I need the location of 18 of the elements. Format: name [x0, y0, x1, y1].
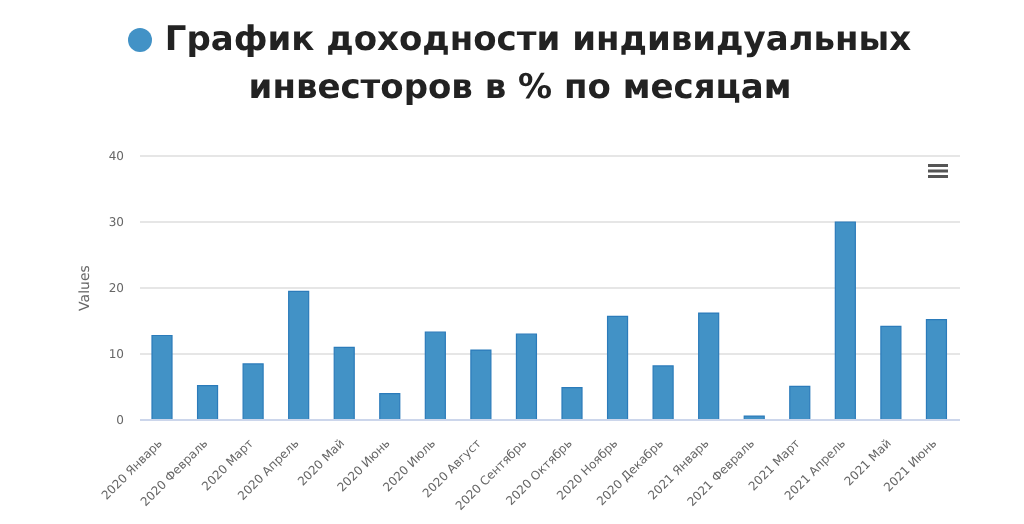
bar	[151, 334, 173, 420]
bar	[698, 312, 720, 420]
chart-title: График доходности индивидуальных инвесторов в % по месяцам	[164, 20, 912, 108]
bar	[834, 221, 856, 420]
bar	[242, 363, 264, 420]
bar	[652, 365, 674, 420]
bar	[379, 393, 401, 420]
bar	[789, 385, 811, 420]
bar	[561, 387, 583, 420]
bar	[196, 385, 219, 420]
bar	[288, 290, 310, 420]
bar	[333, 346, 355, 420]
bar	[424, 331, 446, 420]
bar	[470, 349, 492, 420]
bar	[880, 325, 902, 420]
bar	[606, 315, 629, 420]
bar	[515, 333, 538, 420]
bar	[925, 319, 948, 420]
